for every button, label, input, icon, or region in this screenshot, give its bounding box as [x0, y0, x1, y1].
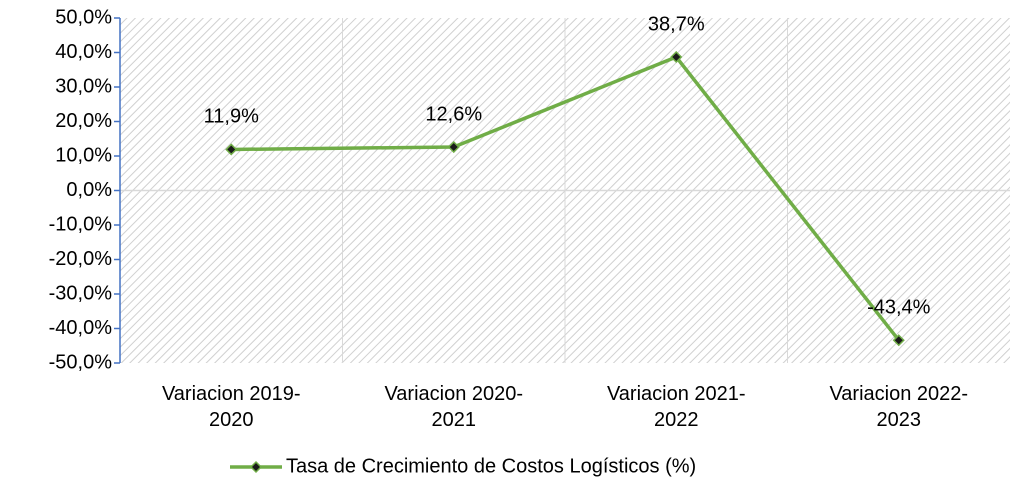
- y-tick-label: 10,0%: [55, 144, 112, 166]
- y-tick-label: 40,0%: [55, 41, 112, 63]
- y-tick-label: -30,0%: [49, 282, 113, 304]
- y-tick-label: -10,0%: [49, 213, 113, 235]
- data-label: -43,4%: [867, 297, 931, 319]
- x-tick-label: Variacion 2020-2021: [384, 383, 523, 431]
- legend-marker: [249, 460, 263, 474]
- marker: [225, 143, 238, 156]
- marker: [892, 334, 905, 347]
- y-tick-label: -40,0%: [49, 317, 113, 339]
- y-tick-label: 20,0%: [55, 110, 112, 132]
- x-tick-label: Variacion 2019-2020: [162, 383, 301, 431]
- data-label: 38,7%: [648, 13, 705, 35]
- x-tick-label: Variacion 2022-2023: [829, 383, 968, 431]
- y-tick-label: 50,0%: [55, 6, 112, 28]
- y-tick-label: 30,0%: [55, 75, 112, 97]
- marker: [670, 50, 683, 64]
- marker: [447, 140, 460, 154]
- x-tick-label: Variacion 2021-2022: [607, 383, 746, 431]
- data-label: 12,6%: [425, 103, 482, 125]
- y-tick-label: -50,0%: [49, 351, 113, 373]
- legend-label: Tasa de Crecimiento de Costos Logísticos…: [286, 455, 696, 477]
- y-tick-label: 0,0%: [66, 179, 112, 201]
- data-label: 11,9%: [204, 106, 259, 128]
- series-line: [231, 54, 901, 342]
- y-tick-label: -20,0%: [49, 248, 113, 270]
